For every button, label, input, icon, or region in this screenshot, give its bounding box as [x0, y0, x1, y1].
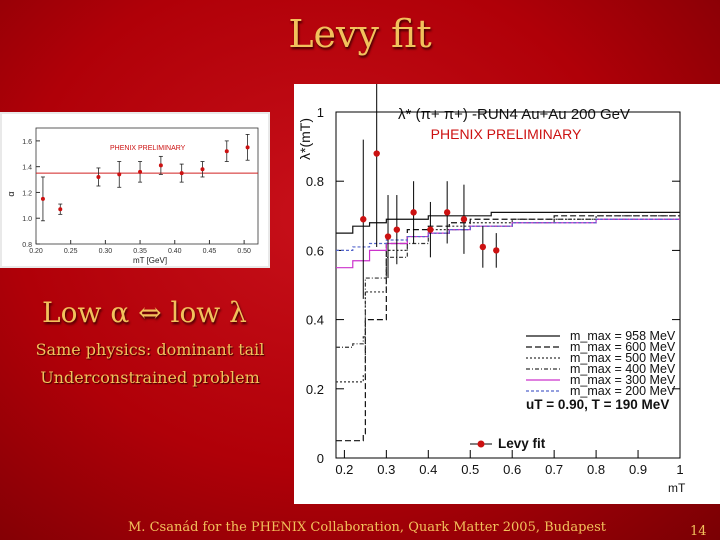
main-ytick-label-1: 0.2 — [306, 382, 324, 397]
inset-data-point-7 — [200, 167, 205, 172]
main-chart-params: uT = 0.90, T = 190 MeV — [526, 397, 669, 412]
inset-ytick-label-2: 1.2 — [22, 190, 32, 197]
inset-chart-ylabel: α — [6, 191, 16, 196]
inset-ytick-label-3: 1.4 — [22, 165, 32, 172]
inset-xtick-label-3: 0.35 — [133, 248, 147, 255]
main-data-point-2 — [384, 233, 392, 240]
main-series-line-0 — [336, 211, 680, 234]
slide-title: Levy fit — [288, 12, 432, 56]
inset-chart-annotation: PHENIX PRELIMINARY — [110, 145, 186, 152]
inset-data-point-9 — [245, 145, 250, 150]
main-chart-frame — [335, 111, 681, 459]
main-ytick-label-3: 0.6 — [306, 243, 324, 258]
main-data-point-3 — [393, 226, 401, 233]
slide-heading: Low α ⇔ low λ — [42, 296, 247, 329]
main-legend-label-0: m_max = 958 MeV — [570, 329, 676, 343]
inset-xtick-label-2: 0.30 — [99, 248, 113, 255]
main-data-point-7 — [460, 216, 468, 223]
inset-xtick-label-5: 0.45 — [203, 248, 217, 255]
main-legend-label-2: m_max = 500 MeV — [570, 351, 676, 365]
inset-xtick-label-1: 0.25 — [64, 248, 78, 255]
inset-alpha-chart: PHENIX PRELIMINARY α 0.8 1.0 1.2 1.4 1.6 0.20 0.… — [6, 127, 259, 265]
main-data-point-6 — [443, 209, 451, 216]
inset-chart-xlabel: mT [GeV] — [133, 256, 167, 265]
inset-data-point-4 — [138, 169, 143, 174]
inset-data-point-1 — [58, 207, 63, 212]
main-xtick-label-3: 0.5 — [461, 462, 479, 477]
inset-ytick-label-4: 1.6 — [22, 139, 32, 146]
inset-alpha-plot: PHENIX PRELIMINARY α 0.8 1.0 1.2 1.4 1.6 0.20 0.… — [0, 112, 270, 268]
main-lambda-chart: λ* (π+ π+) -RUN4 Au+Au 200 GeV PHENIX PRE… — [297, 60, 686, 495]
slide-footer: M. Csanád for the PHENIX Collaboration, … — [128, 520, 607, 535]
inset-data-point-6 — [179, 171, 184, 176]
inset-xtick-label-4: 0.40 — [168, 248, 182, 255]
main-fit-legend-label: Levy fit — [498, 436, 546, 451]
main-xtick-label-1: 0.3 — [377, 462, 395, 477]
inset-data-point-8 — [224, 149, 229, 154]
main-chart-title: λ* (π+ π+) -RUN4 Au+Au 200 GeV — [398, 106, 630, 123]
main-legend-label-5: m_max = 200 MeV — [570, 384, 676, 398]
main-series-line-1 — [336, 215, 680, 442]
main-data-point-4 — [410, 209, 417, 216]
inset-ytick-label-1: 1.0 — [22, 216, 32, 223]
inset-xtick-label-6: 0.50 — [237, 248, 251, 255]
main-xtick-label-6: 0.8 — [587, 462, 605, 477]
main-xtick-label-2: 0.4 — [419, 462, 437, 477]
main-data-point-8 — [479, 243, 487, 251]
main-ytick-label-2: 0.4 — [306, 313, 324, 328]
main-xtick-label-5: 0.7 — [545, 462, 563, 477]
inset-xtick-label-0: 0.20 — [29, 248, 43, 255]
page-number: 14 — [690, 524, 707, 539]
inset-data-point-2 — [96, 174, 101, 179]
main-xtick-label-4: 0.6 — [503, 462, 521, 477]
main-data-point-1 — [373, 150, 380, 157]
bullet-dominant-tail: Same physics: dominant tail — [35, 340, 265, 359]
main-data-point-5 — [427, 226, 434, 233]
main-legend-label-1: m_max = 600 MeV — [570, 340, 676, 354]
bullet-underconstrained: Underconstrained problem — [40, 368, 260, 387]
main-legend-label-4: m_max = 300 MeV — [570, 373, 676, 387]
inset-ytick-label-0: 0.8 — [22, 242, 32, 249]
main-fit-legend-marker — [477, 440, 485, 448]
inset-chart-frame — [35, 127, 259, 245]
main-chart-annotation: PHENIX PRELIMINARY — [431, 126, 582, 142]
main-xtick-label-0: 0.2 — [335, 462, 353, 477]
main-lambda-plot: λ* (π+ π+) -RUN4 Au+Au 200 GeV PHENIX PRE… — [294, 60, 720, 504]
inset-data-point-5 — [158, 163, 163, 168]
main-xtick-label-8: 1 — [676, 462, 683, 477]
main-data-point-0 — [360, 216, 367, 223]
main-chart-xlabel: mT — [668, 481, 686, 495]
main-xtick-label-7: 0.9 — [629, 462, 647, 477]
inset-data-point-3 — [117, 172, 122, 177]
main-series-line-5 — [336, 218, 680, 251]
main-ytick-label-4: 0.8 — [306, 174, 324, 189]
main-chart-ylabel: λ*(mT) — [297, 118, 313, 160]
inset-data-point-0 — [40, 196, 45, 201]
main-legend-label-3: m_max = 400 MeV — [570, 362, 676, 376]
main-ytick-label-0: 0 — [317, 451, 324, 466]
main-ytick-label-5: 1 — [317, 105, 324, 120]
main-data-point-9 — [493, 247, 500, 254]
